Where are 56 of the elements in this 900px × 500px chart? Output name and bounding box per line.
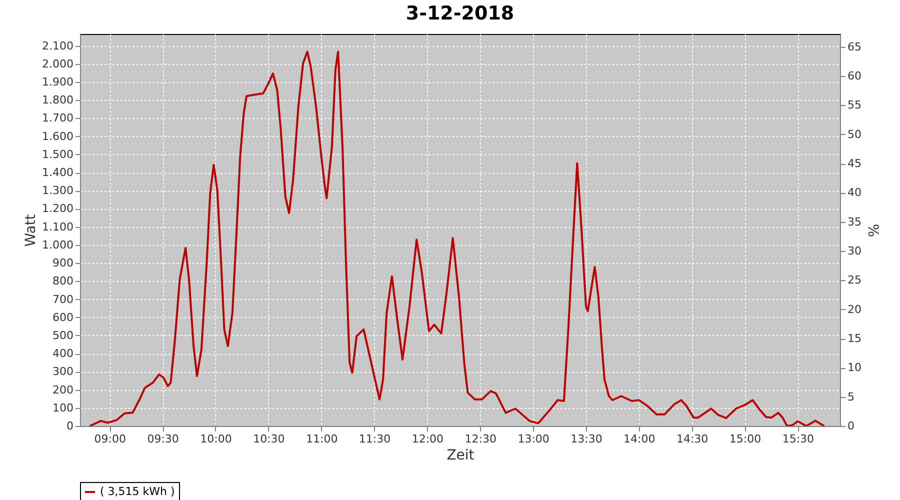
- x-tick-label: 10:30: [253, 432, 285, 446]
- y-tick-label: 800: [52, 274, 74, 288]
- chart-title: 3-12-2018: [406, 2, 514, 24]
- y2-tick-label: 15: [848, 332, 862, 345]
- y2-tick-label: 10: [848, 361, 862, 374]
- x-tick-label: 14:00: [624, 432, 656, 446]
- x-tick-label: 12:30: [464, 432, 496, 446]
- x-tick-label: 11:30: [358, 432, 391, 446]
- y-tick-label: 700: [52, 292, 74, 306]
- y2-tick-label: 0: [848, 420, 854, 432]
- y-tick-label: 400: [52, 347, 74, 360]
- x-tick-label: 13:30: [570, 432, 602, 446]
- line-series: [88, 50, 826, 426]
- y-tick-label: 900: [52, 256, 74, 270]
- y2-tick-label: 65: [848, 40, 862, 54]
- y2-tick-label: 5: [848, 390, 854, 404]
- y-tick-label: 1.400: [42, 166, 74, 180]
- y-tick-label: 1.600: [42, 130, 74, 143]
- y-tick-label: 1.100: [42, 220, 74, 234]
- y-tick-label: 1.300: [42, 184, 74, 198]
- y2-axis-title: %: [864, 224, 880, 238]
- y2-tick-label: 40: [848, 186, 862, 200]
- y2-tick-label: 60: [848, 70, 862, 82]
- y-tick-label: 600: [52, 310, 74, 324]
- y2-tick-label: 45: [848, 157, 862, 170]
- y-tick-label: 1.900: [42, 75, 74, 88]
- x-tick-label: 09:00: [94, 432, 126, 446]
- x-tick-label: 15:30: [782, 432, 814, 446]
- y-tick-label: 200: [52, 383, 74, 396]
- x-tick-label: 13:00: [518, 432, 550, 446]
- x-axis-title: Zeit: [446, 448, 475, 464]
- y-tick-label: 300: [52, 365, 74, 378]
- y2-tick-label: 20: [848, 302, 862, 316]
- x-tick-label: 15:00: [729, 432, 762, 446]
- y-tick-label: 2.100: [42, 39, 74, 52]
- y-tick-label: 1.500: [42, 148, 74, 161]
- y-tick-label: 1.700: [42, 112, 74, 125]
- x-tick-label: 09:30: [147, 432, 179, 446]
- y2-tick-label: 35: [848, 215, 862, 228]
- y-tick-label: 1.800: [42, 94, 74, 107]
- y-axis-title: Watt: [23, 214, 40, 247]
- x-tick-label: 11:00: [306, 432, 338, 446]
- x-tick-label: 10:00: [200, 432, 232, 446]
- y-tick-label: 100: [52, 401, 74, 414]
- y-tick-label: 1.200: [42, 202, 74, 216]
- x-tick-label: 12:00: [412, 432, 444, 446]
- x-tick-label: 14:30: [676, 432, 708, 446]
- y-tick-label: 500: [52, 328, 74, 342]
- y2-tick-label: 30: [848, 244, 862, 258]
- y-tick-label: 0: [66, 420, 74, 432]
- y-tick-label: 2.000: [42, 57, 74, 70]
- y2-tick-label: 50: [848, 128, 862, 141]
- y2-tick-label: 55: [848, 98, 862, 112]
- y-tick-label: 1.000: [42, 238, 74, 252]
- y2-tick-label: 25: [848, 274, 862, 287]
- legend-label: ( 3,515 kWh ): [100, 485, 175, 498]
